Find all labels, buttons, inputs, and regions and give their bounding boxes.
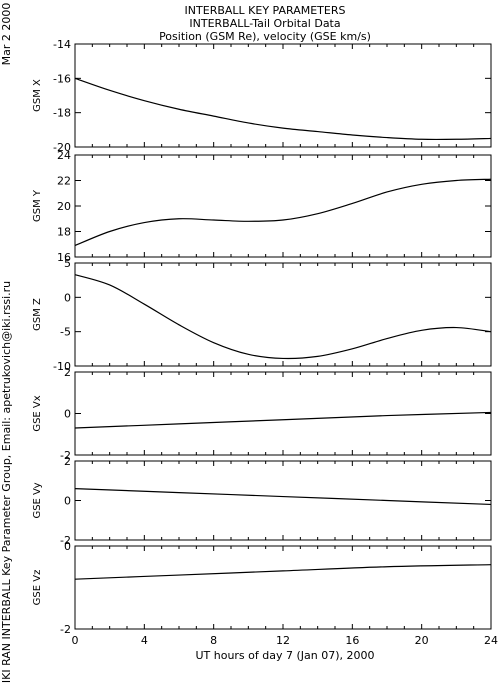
panel-frame-gsm-x	[74, 43, 492, 148]
x-tick-label: 24	[484, 634, 498, 647]
series-line-gse-vz	[74, 564, 492, 580]
y-axis-label-gse-vy: GSE Vy	[32, 482, 43, 518]
chart-title-line-2: INTERBALL-Tail Orbital Data	[189, 17, 340, 30]
y-axis-label-gse-vx: GSE Vx	[32, 395, 43, 431]
x-tick-label: 12	[276, 634, 290, 647]
side-credit: IKI RAN INTERBALL Key Parameter Group, E…	[0, 281, 13, 683]
y-axis-label-gse-vz: GSE Vz	[32, 570, 43, 606]
x-tick-label: 16	[345, 634, 359, 647]
y-axis-label-gsm-z: GSM Z	[32, 298, 43, 331]
y-tick-label: -2	[60, 449, 71, 462]
panel-frame-gse-vx	[74, 371, 492, 456]
x-tick-label: 4	[141, 634, 148, 647]
y-tick-label: -2	[60, 623, 71, 636]
y-tick-label: -2	[60, 534, 71, 547]
y-axis-label-gsm-y: GSM Y	[32, 189, 43, 222]
x-axis-label: UT hours of day 7 (Jan 07), 2000	[195, 649, 374, 662]
y-tick-label: 24	[57, 149, 71, 162]
y-tick-label: 2	[64, 455, 71, 468]
y-tick-label: 0	[64, 540, 71, 553]
y-tick-label: -20	[53, 141, 71, 154]
y-tick-label: 22	[57, 175, 71, 188]
y-tick-label: -18	[53, 107, 71, 120]
y-tick-label: -5	[60, 326, 71, 339]
y-tick-label: 0	[64, 408, 71, 421]
y-tick-label: 18	[57, 226, 71, 239]
side-date: Mar 2 2000	[0, 3, 13, 66]
y-tick-label: 0	[64, 291, 71, 304]
panel-frame-gse-vy	[74, 460, 492, 541]
series-line-gsm-y	[74, 178, 492, 247]
x-tick-label: 20	[415, 634, 429, 647]
y-tick-label: 0	[64, 495, 71, 508]
panel-frame-gse-vz	[74, 545, 492, 630]
series-line-gse-vy	[74, 488, 492, 506]
y-tick-label: 5	[64, 257, 71, 270]
chart-title-line-1: INTERBALL KEY PARAMETERS	[185, 4, 346, 17]
panel-frame-gsm-z	[74, 262, 492, 367]
y-tick-label: -16	[53, 72, 71, 85]
y-tick-label: -10	[53, 360, 71, 373]
y-tick-label: 20	[57, 200, 71, 213]
x-tick-label: 0	[72, 634, 79, 647]
y-tick-label: 2	[64, 366, 71, 379]
panel-frame-gsm-y	[74, 154, 492, 258]
chart-title-line-3: Position (GSM Re), velocity (GSE km/s)	[159, 30, 371, 43]
x-tick-label: 8	[210, 634, 217, 647]
y-tick-label: 16	[57, 251, 71, 264]
y-axis-label-gsm-x: GSM X	[32, 79, 43, 112]
series-line-gsm-z	[74, 274, 492, 360]
y-tick-label: -14	[53, 38, 71, 51]
series-line-gse-vx	[74, 411, 492, 429]
series-line-gsm-x	[74, 77, 492, 141]
